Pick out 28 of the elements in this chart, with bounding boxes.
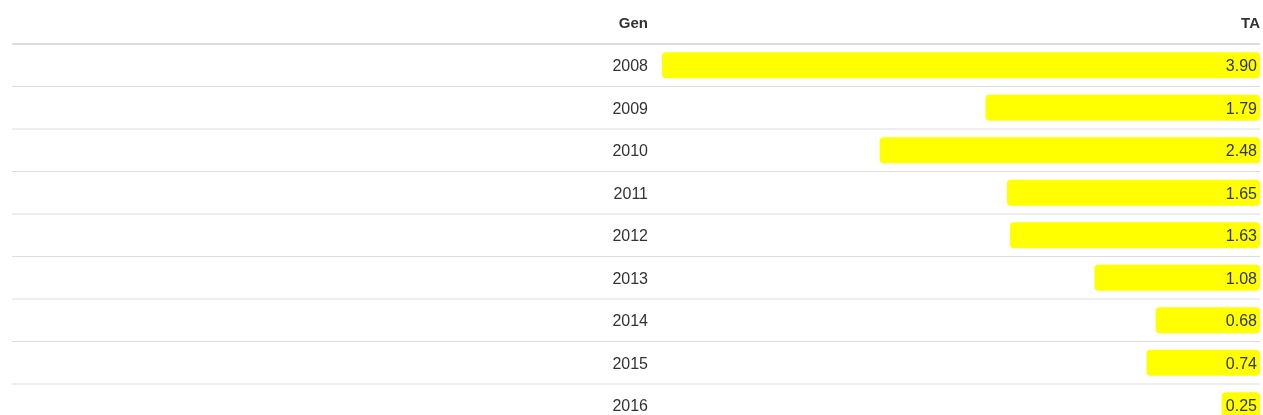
bar: [1146, 349, 1260, 376]
bar: [1094, 264, 1260, 291]
bar: [1007, 179, 1260, 206]
y-axis-title: Gen: [618, 14, 648, 31]
x-axis-title: TA: [1241, 14, 1261, 31]
data-label: 2.48: [1225, 142, 1258, 160]
data-label: 1.63: [1225, 227, 1258, 245]
data-label: 1.79: [1225, 99, 1258, 117]
y-tick-label: 2016: [612, 397, 649, 415]
data-label: 3.90: [1225, 57, 1258, 75]
y-tick-label: 2009: [612, 99, 649, 117]
bar: [879, 137, 1260, 164]
data-label: 0.68: [1225, 312, 1258, 330]
data-label: 1.08: [1225, 269, 1258, 287]
y-tick-label: 2011: [613, 184, 649, 202]
bar: [1155, 307, 1260, 334]
y-tick-label: 2014: [612, 312, 649, 330]
y-tick-label: 2008: [612, 57, 649, 75]
y-tick-label: 2015: [612, 354, 649, 372]
bar: [1010, 222, 1260, 249]
y-tick-label: 2013: [612, 269, 649, 287]
data-label: 0.25: [1225, 397, 1258, 415]
data-label: 0.74: [1225, 354, 1258, 372]
data-label: 1.65: [1225, 184, 1258, 202]
y-tick-label: 2010: [612, 142, 649, 160]
bar: [662, 52, 1260, 79]
y-tick-label: 2012: [612, 227, 649, 245]
bar: [985, 94, 1260, 121]
